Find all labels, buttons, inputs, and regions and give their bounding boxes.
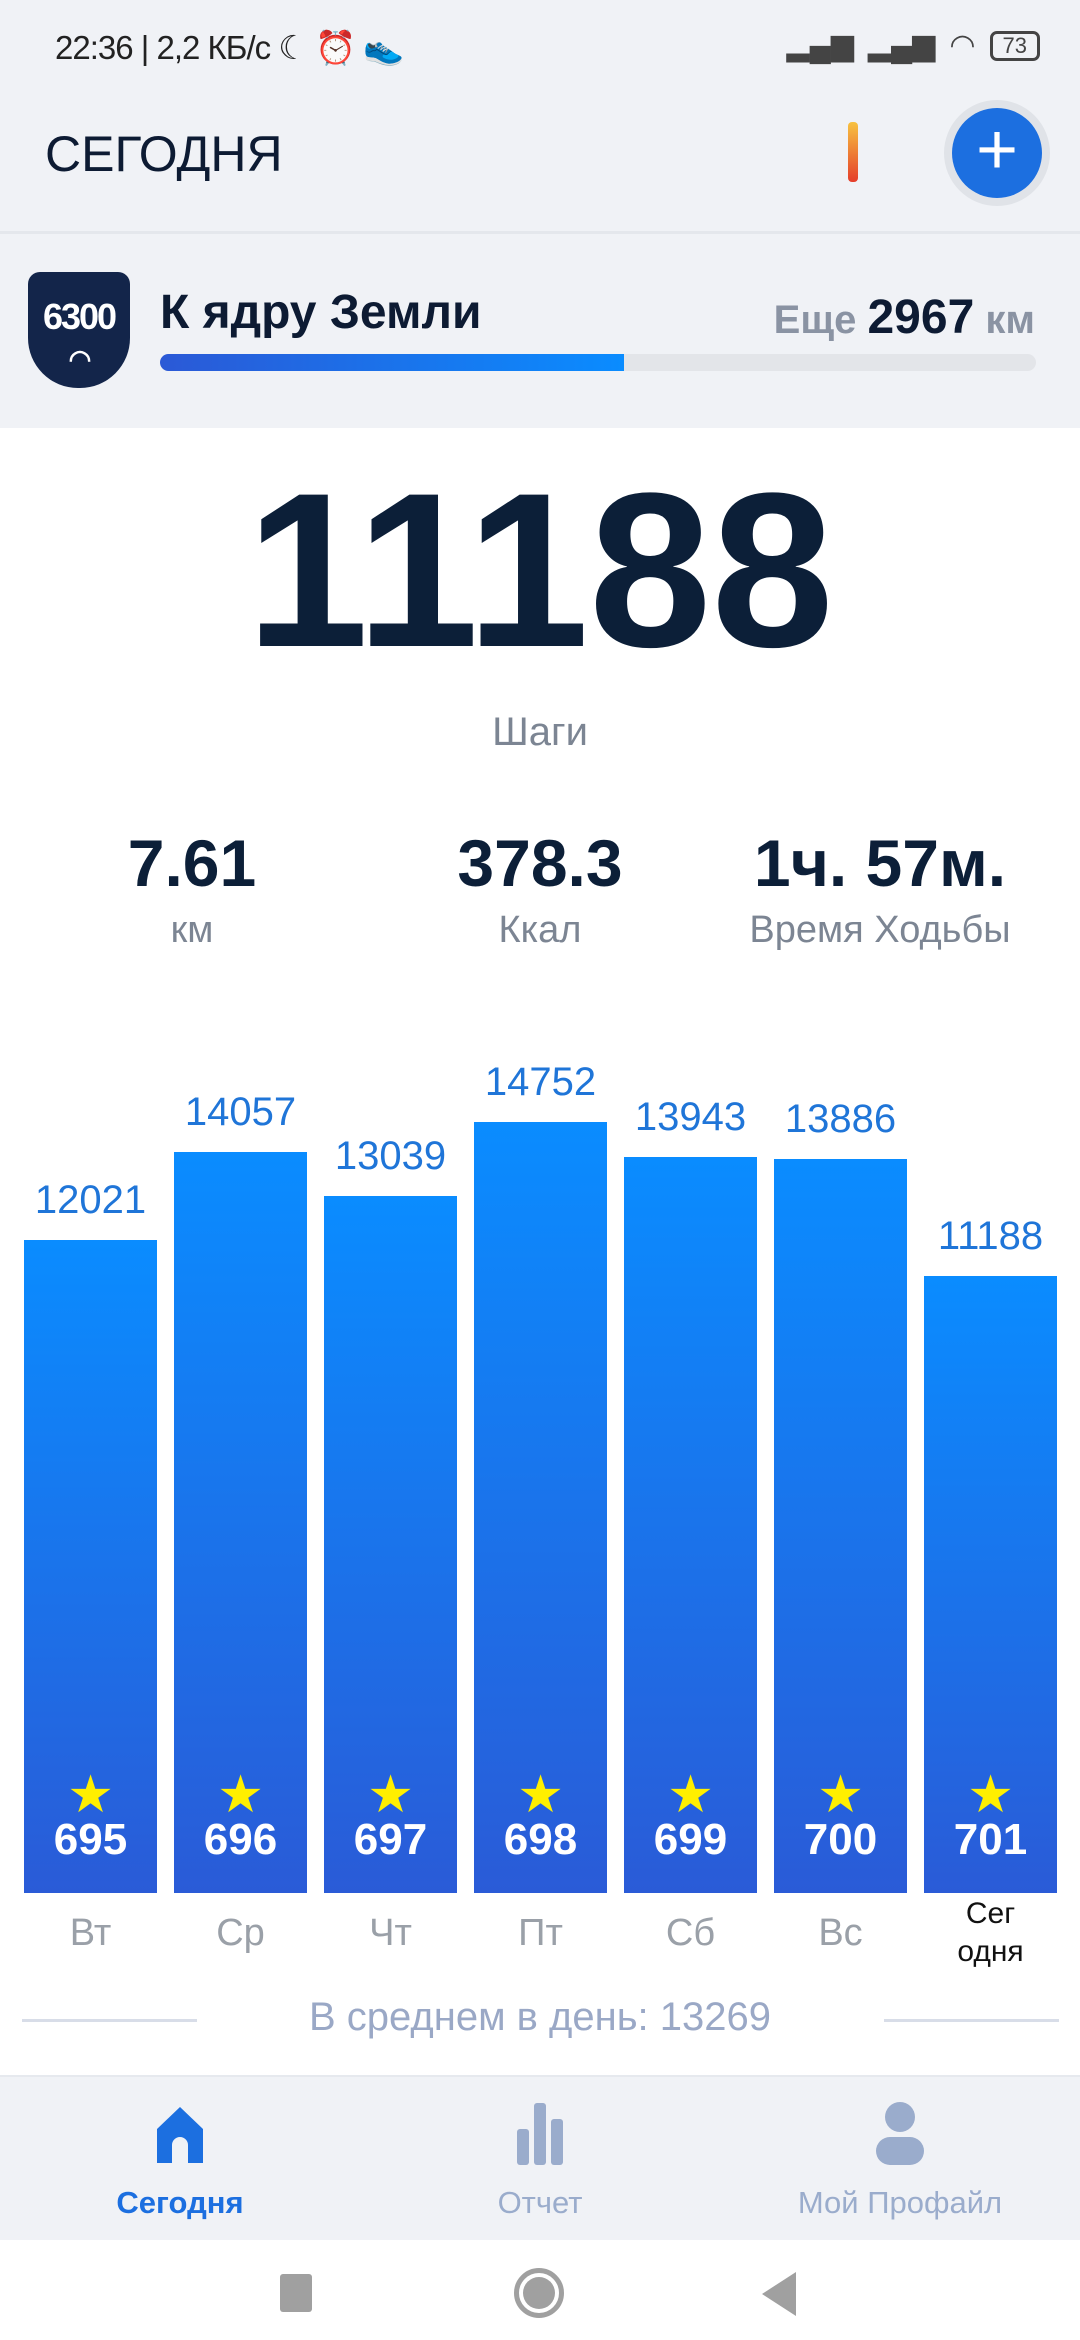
stat-value: 378.3 [457,826,623,900]
divider [0,231,1080,234]
day-label: Ср [216,1912,265,1954]
star-icon: ★ [817,1766,864,1824]
star-icon: ★ [967,1766,1014,1824]
bar-2[interactable] [324,1195,457,1893]
signal-icon-2: ▂▄▆ [867,29,936,62]
star-icon: ★ [367,1766,414,1824]
bar-value-label: 14752 [484,1059,597,1104]
stat-label: Время Ходьбы [749,909,1011,951]
stat-label: км [170,909,214,951]
tab-label: Мой Профайл [797,2185,1003,2220]
stat-value: 7.61 [127,826,257,900]
status-speed: 2,2 КБ/с [156,29,272,66]
steps-count: 11188 [246,447,834,693]
bar-value-label: 11188 [937,1213,1044,1258]
stat-walk-time: 1ч. 57м. Время Ходьбы [700,825,1060,952]
day-label: Вт [69,1912,112,1954]
bar-value-label: 14057 [184,1089,297,1134]
recents-button[interactable] [280,2274,312,2312]
status-bar-left: 22:36 | 2,2 КБ/с ☾ ⏰ 👟 [55,29,404,66]
bar-6[interactable] [924,1275,1057,1893]
bar-value-label: 12021 [34,1177,147,1222]
star-icon: ★ [517,1766,564,1824]
battery-icon: 73 [989,30,1040,61]
tab-profile[interactable]: Мой Профайл [720,2090,1080,2221]
day-label-line: одня [957,1935,1024,1968]
bar-chart-icon [517,2103,563,2165]
status-bar-right: ▂▄▆ ▂▄▆ ◠ 73 [787,28,1040,63]
bar-3[interactable] [474,1121,607,1893]
system-nav-bar [0,2240,1080,2340]
day-label: Чт [369,1912,412,1954]
star-icon: ★ [67,1766,114,1824]
streak-flame-icon[interactable] [848,122,858,182]
star-count: 699 [653,1815,728,1864]
remain-unit: км [985,298,1035,342]
divider-left [22,2019,197,2022]
stat-label: Ккал [498,909,582,951]
home-icon [157,2107,203,2163]
daily-average: В среднем в день: 13269 [308,1995,772,2039]
tab-label: Отчет [497,2185,583,2220]
back-button[interactable] [762,2272,796,2316]
day-label: Вс [818,1912,863,1954]
star-count: 696 [203,1815,278,1864]
remain-prefix: Еще [773,298,857,342]
badge-number: 6300 [42,296,117,337]
day-label: Пт [518,1912,563,1954]
star-count: 698 [503,1815,578,1864]
tab-report[interactable]: Отчет [360,2090,720,2221]
stat-calories: 378.3 Ккал [360,825,720,952]
star-count: 697 [353,1815,428,1864]
divider-right [884,2019,1059,2022]
bar-4[interactable] [624,1156,757,1893]
star-count: 695 [53,1815,128,1864]
home-button[interactable] [514,2268,564,2318]
moon-icon: ☾ [278,29,308,66]
challenge-progress-bar [160,354,1036,371]
remain-value: 2967 [867,291,975,344]
page-title: СЕГОДНЯ [45,126,283,182]
bar-value-label: 13886 [784,1097,897,1142]
tab-today[interactable]: Сегодня [0,2090,360,2221]
bar-0[interactable] [24,1239,157,1893]
steps-label: Шаги [492,710,588,754]
shoe-icon: 👟 [363,29,404,66]
bar-value-label: 13039 [334,1133,447,1178]
challenge-title[interactable]: К ядру Земли [160,286,482,339]
challenge-badge[interactable]: 6300 ◠ [28,272,130,388]
bar-value-label: 13943 [634,1094,747,1139]
tab-label: Сегодня [116,2185,244,2220]
wifi-icon: ◠ [949,29,976,62]
star-count: 700 [803,1815,878,1864]
bar-5[interactable] [774,1159,907,1893]
gauge-icon: ◠ [68,344,92,374]
status-time: 22:36 [55,29,134,66]
day-label: Сег одня [924,1895,1057,1971]
star-count: 701 [953,1815,1028,1864]
alarm-icon: ⏰ [315,29,356,66]
add-button[interactable]: + [952,108,1042,198]
bar-1[interactable] [174,1151,307,1893]
progress-fill [160,354,625,371]
star-icon: ★ [667,1766,714,1824]
profile-icon [876,2102,924,2165]
star-icon: ★ [217,1766,264,1824]
stat-value: 1ч. 57м. [753,826,1007,900]
stat-distance: 7.61 км [12,825,372,952]
day-label-line: Сег [965,1897,1016,1930]
signal-icon: ▂▄▆ [786,29,854,62]
day-label: Сб [665,1912,716,1954]
challenge-remaining: Еще 2967 км [774,290,1035,345]
